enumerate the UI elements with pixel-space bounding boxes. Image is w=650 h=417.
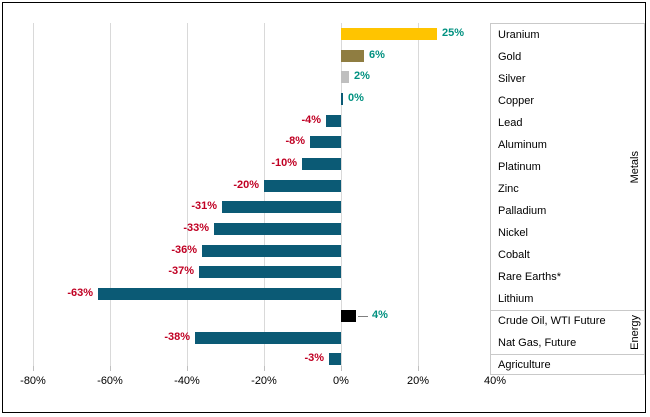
x-axis-tick-label: -20% bbox=[251, 375, 277, 387]
x-axis-tick-label: 20% bbox=[406, 375, 430, 387]
bar-lead bbox=[326, 114, 341, 127]
value-label-lithium: -63% bbox=[67, 287, 93, 300]
bar-uranium bbox=[341, 27, 437, 40]
value-label-crude-oil-wti-future: 4% bbox=[372, 308, 388, 321]
bar-rare-earths bbox=[199, 266, 341, 279]
category-label-aluminum: Aluminum bbox=[498, 139, 547, 151]
value-label-silver: 2% bbox=[354, 70, 370, 83]
bar-cobalt bbox=[202, 244, 341, 257]
category-label-uranium: Uranium bbox=[498, 29, 540, 41]
bar-lithium bbox=[98, 288, 341, 301]
category-label-gold: Gold bbox=[498, 51, 522, 63]
axis-tick bbox=[264, 366, 265, 371]
category-label-silver: Silver bbox=[498, 73, 526, 85]
bar-zinc bbox=[264, 179, 341, 192]
section-label-metals: Metals bbox=[626, 24, 643, 310]
value-label-agriculture: -3% bbox=[304, 352, 324, 365]
value-label-palladium: -31% bbox=[191, 200, 217, 213]
bar-palladium bbox=[222, 201, 341, 214]
axis-tick bbox=[110, 366, 111, 371]
value-label-lead: -4% bbox=[301, 113, 321, 126]
value-label-copper: 0% bbox=[348, 91, 364, 104]
x-axis-tick-label: -60% bbox=[97, 375, 123, 387]
x-axis-tick-label: -80% bbox=[20, 375, 46, 387]
category-label-nickel: Nickel bbox=[498, 227, 528, 239]
x-axis-tick-label: 40% bbox=[483, 375, 507, 387]
gridline bbox=[418, 23, 419, 366]
gridline bbox=[110, 23, 111, 366]
bar-crude-oil-wti-future bbox=[341, 309, 356, 322]
x-axis-tick-label: 0% bbox=[333, 375, 349, 387]
gridline bbox=[341, 23, 342, 366]
bar-aluminum bbox=[310, 136, 341, 149]
category-label-zinc: Zinc bbox=[498, 183, 519, 195]
bar-copper bbox=[341, 92, 343, 105]
value-label-platinum: -10% bbox=[271, 156, 297, 169]
axis-tick bbox=[418, 366, 419, 371]
gridline bbox=[264, 23, 265, 366]
gridline bbox=[187, 23, 188, 366]
gridline bbox=[33, 23, 34, 366]
category-label-palladium: Palladium bbox=[498, 205, 547, 217]
bar-nickel bbox=[214, 223, 341, 236]
value-label-nat-gas-future: -38% bbox=[164, 330, 190, 343]
value-label-rare-earths: -37% bbox=[168, 265, 194, 278]
section-label-energy: Energy bbox=[626, 310, 643, 354]
bar-gold bbox=[341, 49, 364, 62]
axis-tick bbox=[33, 366, 34, 371]
x-axis-tick-label: -40% bbox=[174, 375, 200, 387]
value-label-nickel: -33% bbox=[183, 222, 209, 235]
category-label-lead: Lead bbox=[498, 117, 523, 129]
section-divider bbox=[491, 354, 644, 355]
category-label-platinum: Platinum bbox=[498, 161, 541, 173]
value-label-zinc: -20% bbox=[233, 178, 259, 191]
bar-agriculture bbox=[329, 353, 341, 366]
bar-nat-gas-future bbox=[195, 331, 341, 344]
axis-tick bbox=[187, 366, 188, 371]
category-panel: Uranium Gold Silver Copper Lead Aluminum Plati… bbox=[490, 23, 645, 375]
value-label-cobalt: -36% bbox=[171, 243, 197, 256]
bar-platinum bbox=[302, 157, 341, 170]
value-label-uranium: 25% bbox=[442, 26, 465, 39]
category-label-crude-oil-wti-future: Crude Oil, WTI Future bbox=[498, 315, 606, 327]
category-label-cobalt: Cobalt bbox=[498, 249, 530, 261]
section-label-text: Energy bbox=[628, 314, 641, 350]
axis-tick bbox=[341, 366, 342, 371]
category-label-agriculture: Agriculture bbox=[498, 359, 551, 371]
category-label-copper: Copper bbox=[498, 95, 535, 107]
section-label-text: Metals bbox=[628, 150, 641, 184]
value-label-gold: 6% bbox=[369, 48, 385, 61]
label-leader-line bbox=[358, 315, 368, 317]
value-label-aluminum: -8% bbox=[285, 135, 305, 148]
category-label-lithium: Lithium bbox=[498, 293, 534, 305]
category-label-nat-gas-future: Nat Gas, Future bbox=[498, 337, 577, 349]
category-label-rare-earths: Rare Earths* bbox=[498, 271, 561, 283]
section-divider bbox=[491, 310, 644, 311]
bar-silver bbox=[341, 71, 349, 84]
